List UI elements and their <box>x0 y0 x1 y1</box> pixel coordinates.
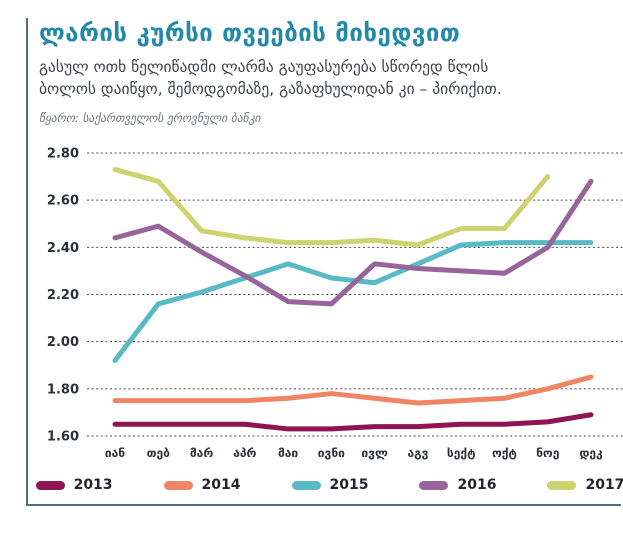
x-tick-label: ივლ <box>361 446 388 460</box>
legend-label: 2013 <box>73 477 113 494</box>
y-tick-label: 2.40 <box>47 241 79 256</box>
line-2014 <box>112 374 594 406</box>
x-tick-label: მარ <box>190 446 213 460</box>
chart-legend: 2013 2014 2015 2016 2017 <box>35 477 623 494</box>
legend-swatch-2017 <box>547 480 577 490</box>
x-tick-label: აგვ <box>407 446 428 460</box>
chart-subtitle: გასულ ოთხ წელიწადში ლარმა გაუფასურება სწ… <box>39 58 502 99</box>
legend-label: 2014 <box>201 477 241 494</box>
legend-item-2017: 2017 <box>547 477 623 493</box>
x-tick-label: სექტ <box>447 446 476 460</box>
legend-swatch-2015 <box>291 480 321 490</box>
x-tick-label: აპრ <box>233 446 256 460</box>
line-2017 <box>112 167 551 248</box>
legend-item-2014: 2014 <box>163 477 241 494</box>
y-tick-label: 1.60 <box>47 430 79 445</box>
legend-label: 2015 <box>329 477 369 494</box>
y-tick-label: 2.80 <box>47 147 79 162</box>
legend-item-2015: 2015 <box>291 477 369 494</box>
legend-swatch-2016 <box>419 480 449 490</box>
x-tick-label: თებ <box>147 446 171 460</box>
legend-label: 2017 <box>585 477 623 494</box>
legend-item-2013: 2013 <box>35 477 113 494</box>
legend-item-2016: 2016 <box>419 477 496 493</box>
line-2016 <box>112 179 594 307</box>
x-tick-label: იან <box>105 446 125 460</box>
legend-swatch-2014 <box>163 480 193 490</box>
x-tick-label: ივნი <box>318 446 345 460</box>
y-tick-label: 1.80 <box>47 383 79 398</box>
chart-card: ლარის კურსი თვეების მიხედვით გასულ ოთხ წ… <box>26 18 623 506</box>
x-tick-label: დეკ <box>579 446 603 460</box>
line-2015 <box>112 240 594 364</box>
legend-swatch-2013 <box>35 480 65 490</box>
chart-canvas: 2.80 2.60 2.40 2.20 2.00 1.80 1.60 იან თებ მარ აპრ… <box>47 147 623 460</box>
source-note: წყარო: საქართველოს ეროვნული ბანკი <box>39 111 261 126</box>
line-chart: 2.80 2.60 2.40 2.20 2.00 1.80 1.60 იან თებ მარ აპრ… <box>35 139 623 494</box>
x-tick-label: მაი <box>278 446 298 460</box>
page-title: ლარის კურსი თვეების მიხედვით <box>39 19 461 47</box>
x-tick-label: ნოე <box>536 446 559 460</box>
legend-label: 2016 <box>457 477 497 494</box>
x-tick-label: ოქტ <box>492 446 517 460</box>
y-tick-label: 2.20 <box>47 288 79 303</box>
line-2013 <box>112 412 594 432</box>
y-tick-label: 2.00 <box>47 336 79 351</box>
y-tick-label: 2.60 <box>47 194 79 209</box>
